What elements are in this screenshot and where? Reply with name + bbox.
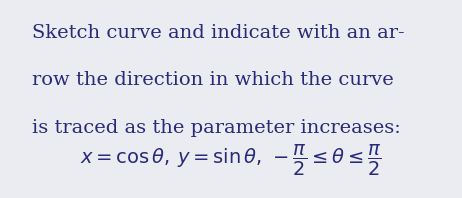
Text: $x = \cos\theta,\, y = \sin\theta,\, -\dfrac{\pi}{2} \leq \theta \leq \dfrac{\pi: $x = \cos\theta,\, y = \sin\theta,\, -\d…: [80, 143, 382, 178]
Text: Sketch curve and indicate with an ar-: Sketch curve and indicate with an ar-: [32, 24, 405, 42]
Text: is traced as the parameter increases:: is traced as the parameter increases:: [32, 119, 401, 137]
Text: row the direction in which the curve: row the direction in which the curve: [32, 71, 394, 89]
